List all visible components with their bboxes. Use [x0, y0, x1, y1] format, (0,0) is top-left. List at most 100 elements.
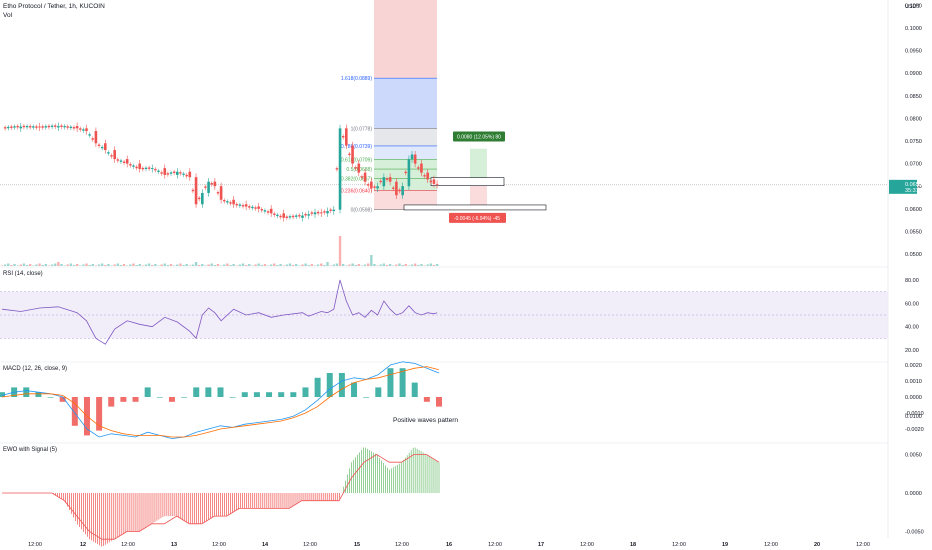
volume-bar	[388, 264, 392, 266]
candle-body	[75, 126, 79, 129]
price-tick-label: 0.0600	[905, 207, 922, 213]
profit-tag	[453, 131, 505, 142]
volume-bar	[310, 264, 314, 266]
volume-bar	[338, 236, 342, 266]
candle-body	[392, 187, 395, 189]
candle-body	[417, 167, 420, 169]
volume-bar	[113, 264, 116, 266]
candle-body	[379, 180, 382, 183]
volume-bar	[72, 265, 76, 266]
volume-bar	[407, 265, 411, 266]
candle-body	[185, 174, 188, 177]
price-tick-label: 0.0850	[905, 94, 922, 100]
candle-body	[147, 167, 151, 169]
candle-body	[150, 168, 154, 170]
fib-band-1618	[374, 78, 437, 129]
volume-bar	[410, 264, 414, 266]
candle-body	[295, 215, 298, 217]
volume-bar	[126, 265, 129, 266]
macd-histogram-bar	[132, 397, 139, 402]
ewo-label: EWO with Signal (5)	[3, 447, 58, 453]
profit-zone	[470, 148, 487, 185]
volume-bar	[260, 265, 263, 266]
candle-body	[188, 171, 192, 178]
candle-body	[25, 125, 29, 128]
candle-body	[420, 163, 423, 173]
volume-bar	[176, 264, 179, 266]
volume-bar	[232, 264, 235, 266]
volume-bar	[85, 263, 88, 266]
candle-body	[85, 128, 88, 132]
volume-bar	[179, 263, 182, 266]
macd-histogram-bar	[266, 392, 273, 397]
candle-body	[367, 184, 370, 186]
volume-bar	[313, 265, 317, 266]
macd-histogram-bar	[411, 382, 418, 397]
volume-bar	[248, 264, 251, 266]
volume-bar	[144, 264, 148, 266]
volume-bar	[360, 265, 364, 266]
order-box	[403, 204, 547, 211]
volume-bar	[88, 265, 91, 266]
volume-bar	[204, 265, 207, 266]
candle-body	[238, 204, 242, 206]
chart-grid	[0, 0, 889, 538]
time-tick-label: 12:00	[303, 542, 317, 548]
volume-bar	[66, 264, 69, 266]
candle-body	[157, 170, 160, 173]
order-box	[430, 177, 505, 186]
volume-bar	[401, 265, 404, 266]
candle-body	[38, 126, 41, 128]
macd-annotation: Positive waves pattern	[393, 417, 459, 424]
candle-body	[66, 126, 69, 128]
volume-bar	[392, 265, 395, 266]
volume-bar	[282, 265, 285, 266]
candle-body	[232, 199, 235, 205]
candle-body	[28, 126, 32, 128]
time-tick-label: 16	[446, 542, 452, 548]
volume-bar	[3, 264, 7, 266]
rsi-tick-label: 60.00	[905, 301, 919, 307]
volume-bar	[151, 265, 154, 266]
candle-body	[79, 128, 82, 130]
rsi-tick-label: 20.00	[905, 348, 919, 354]
volume-bar	[367, 263, 370, 266]
volume-bar	[345, 265, 348, 266]
price-tick-label: 0.0800	[905, 116, 922, 122]
time-tick-label: 19	[722, 542, 728, 548]
candle-body	[210, 183, 213, 185]
volume-bar	[223, 264, 226, 266]
macd-histogram-bar	[23, 387, 30, 397]
volume-bar	[398, 263, 401, 266]
volume-bar	[35, 264, 38, 266]
volume-bar	[41, 265, 44, 266]
macd-tick-label: -0.0020	[905, 427, 924, 433]
macd-histogram-bar	[168, 397, 175, 402]
volume-bar	[50, 264, 54, 266]
volume-bar	[19, 264, 22, 266]
time-tick-label: 17	[538, 542, 544, 548]
candle-body	[388, 177, 392, 182]
volume-bar	[354, 265, 357, 266]
volume-bar	[432, 265, 436, 266]
candle-body	[91, 138, 94, 140]
fib-level-label: 1.618(0.0889)	[341, 76, 372, 82]
candle-body	[248, 206, 251, 208]
candle-body	[197, 197, 201, 200]
macd-histogram-bar	[253, 392, 260, 397]
candle-body	[223, 199, 226, 202]
candle-body	[125, 159, 129, 164]
volume-bar	[244, 265, 248, 266]
macd-histogram-bar	[47, 397, 54, 398]
volume-bar	[326, 262, 329, 266]
signal-line	[1, 366, 440, 438]
candle-body	[88, 134, 91, 136]
volume-bar	[426, 264, 429, 266]
macd-histogram-bar	[278, 392, 285, 397]
candle-body	[269, 208, 273, 214]
candle-body	[251, 206, 254, 209]
macd-histogram-bar	[59, 397, 66, 402]
candle-body	[16, 125, 19, 128]
volume-bar	[63, 265, 66, 266]
